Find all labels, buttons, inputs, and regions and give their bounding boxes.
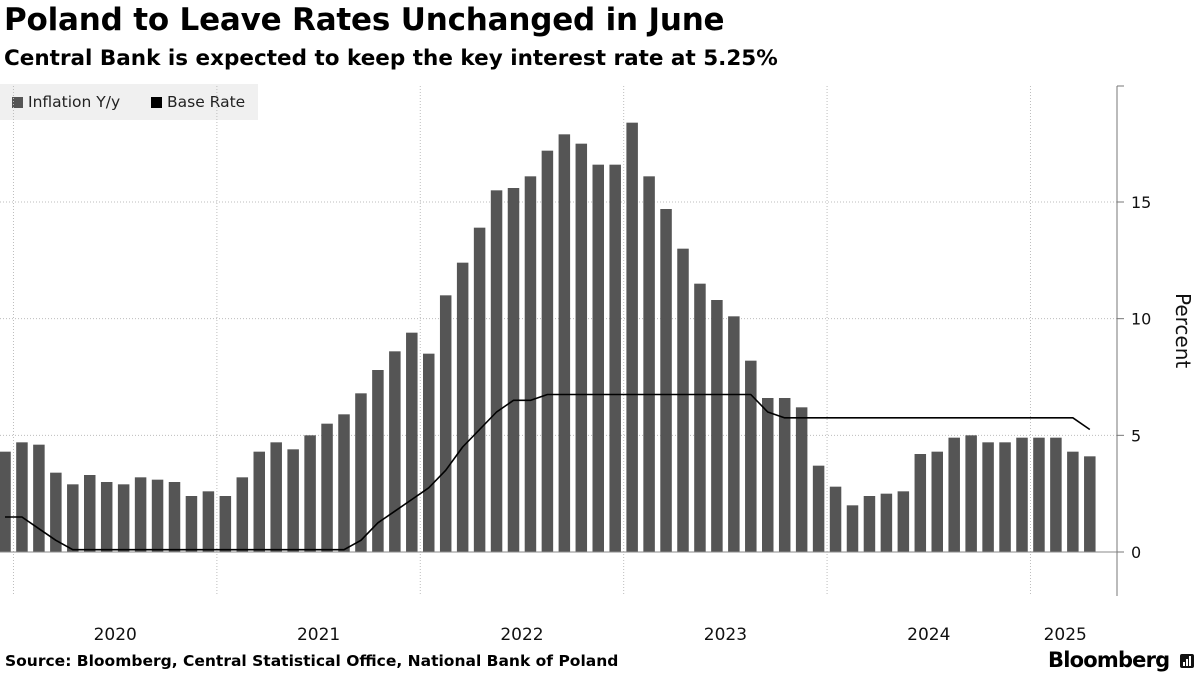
bar-inflation-2020-09 xyxy=(151,479,164,552)
bloomberg-terminal-icon xyxy=(1180,654,1194,668)
bar-inflation-2021-11 xyxy=(389,351,401,552)
bar-inflation-2020-03 xyxy=(50,472,62,552)
bar-inflation-2023-03 xyxy=(660,209,672,552)
bar-inflation-2024-07 xyxy=(931,451,943,552)
y-axis-label: Percent xyxy=(1171,293,1195,368)
bar-inflation-2023-02 xyxy=(643,176,655,552)
bar-inflation-2023-10 xyxy=(778,398,791,552)
bar-inflation-2021-01 xyxy=(219,496,232,552)
bar-inflation-2020-05 xyxy=(84,475,96,552)
bar-inflation-2021-09 xyxy=(355,393,367,552)
bar-inflation-2021-05 xyxy=(287,449,299,552)
bar-inflation-2024-08 xyxy=(948,437,960,552)
bar-inflation-2021-12 xyxy=(406,332,418,552)
bar-inflation-2022-05 xyxy=(490,190,503,552)
bar-inflation-2023-12 xyxy=(812,465,825,552)
bar-inflation-2023-05 xyxy=(694,283,706,552)
bar-inflation-2021-07 xyxy=(321,423,333,552)
y-tick-label-0: 0 xyxy=(1131,543,1141,562)
bar-inflation-2021-06 xyxy=(304,435,316,552)
bar-inflation-2020-10 xyxy=(168,482,181,552)
bar-inflation-2025-01 xyxy=(1033,437,1045,552)
x-tick-label-2025: 2025 xyxy=(1044,625,1087,645)
x-tick-label-2021: 2021 xyxy=(297,625,340,645)
source-note: Source: Bloomberg, Central Statistical O… xyxy=(5,652,619,670)
bar-inflation-2023-01 xyxy=(626,122,638,553)
bar-inflation-2024-12 xyxy=(1016,437,1028,552)
bar-inflation-2020-12 xyxy=(202,491,215,552)
chart-title: Poland to Leave Rates Unchanged in June xyxy=(4,2,725,38)
bar-inflation-2022-06 xyxy=(507,188,520,552)
x-tick-label-2023: 2023 xyxy=(704,625,747,645)
bar-inflation-2023-08 xyxy=(745,360,757,552)
x-tick-label-2020: 2020 xyxy=(94,625,137,645)
bar-inflation-2021-03 xyxy=(253,451,265,552)
bar-inflation-2022-04 xyxy=(473,227,486,553)
bar-inflation-2022-10 xyxy=(575,143,588,553)
bar-inflation-2025-03 xyxy=(1067,451,1079,552)
bar-inflation-2024-04 xyxy=(880,493,893,552)
bar-inflation-2024-02 xyxy=(846,505,859,552)
bar-inflation-2023-07 xyxy=(728,316,740,552)
bar-inflation-2022-08 xyxy=(541,150,554,553)
bar-inflation-2021-08 xyxy=(338,414,350,552)
legend-label-base-rate: Base Rate xyxy=(167,93,246,111)
bar-inflation-2020-04 xyxy=(67,484,79,552)
x-tick-label-2024: 2024 xyxy=(907,625,950,645)
legend-swatch-bars xyxy=(12,97,23,108)
y-tick-label-5: 5 xyxy=(1131,426,1141,445)
bar-inflation-2023-11 xyxy=(795,407,808,552)
bar-inflation-2023-06 xyxy=(711,300,723,552)
bar-inflation-2025-04 xyxy=(1084,456,1096,552)
bar-inflation-2023-09 xyxy=(762,398,774,552)
bar-inflation-2024-09 xyxy=(965,435,977,552)
legend-label-inflation: Inflation Y/y xyxy=(28,93,121,111)
bar-inflation-2024-03 xyxy=(863,496,876,552)
bar-inflation-2023-04 xyxy=(677,248,689,553)
bar-inflation-2024-01 xyxy=(829,486,842,552)
bar-inflation-2020-11 xyxy=(185,496,198,552)
bar-inflation-2020-08 xyxy=(134,477,147,552)
bar-inflation-2022-09 xyxy=(558,134,571,552)
x-tick-label-2022: 2022 xyxy=(500,625,543,645)
y-tick-label-10: 10 xyxy=(1131,310,1151,329)
bar-inflation-2024-10 xyxy=(982,442,994,552)
bar-inflation-2025-02 xyxy=(1050,437,1062,552)
legend-swatch-line xyxy=(151,97,162,108)
bar-inflation-2019-12 xyxy=(0,451,11,552)
chart-subtitle: Central Bank is expected to keep the key… xyxy=(4,46,778,71)
bar-inflation-2021-02 xyxy=(236,477,249,552)
bar-inflation-2024-05 xyxy=(897,491,910,552)
bar-inflation-2020-02 xyxy=(33,444,45,552)
bar-inflation-2020-06 xyxy=(100,482,113,552)
bar-inflation-2020-01 xyxy=(16,442,28,552)
bar-inflation-2021-04 xyxy=(270,442,282,552)
bar-inflation-2022-02 xyxy=(439,295,452,552)
bar-inflation-2021-10 xyxy=(372,370,384,552)
bar-inflation-2022-03 xyxy=(456,262,469,552)
y-tick-label-15: 15 xyxy=(1131,193,1151,212)
bar-inflation-2022-07 xyxy=(524,176,537,552)
brand-logo: Bloomberg xyxy=(1048,648,1170,672)
bar-inflation-2022-11 xyxy=(592,164,604,553)
bar-inflation-2024-11 xyxy=(999,442,1011,552)
bar-inflation-2022-01 xyxy=(423,353,435,552)
chart-legend: Inflation Y/y Base Rate xyxy=(0,84,258,120)
series-line-base-rate xyxy=(5,393,1091,551)
bar-inflation-2024-06 xyxy=(914,454,927,552)
bar-inflation-2020-07 xyxy=(117,484,130,552)
bar-inflation-2022-12 xyxy=(609,164,621,553)
